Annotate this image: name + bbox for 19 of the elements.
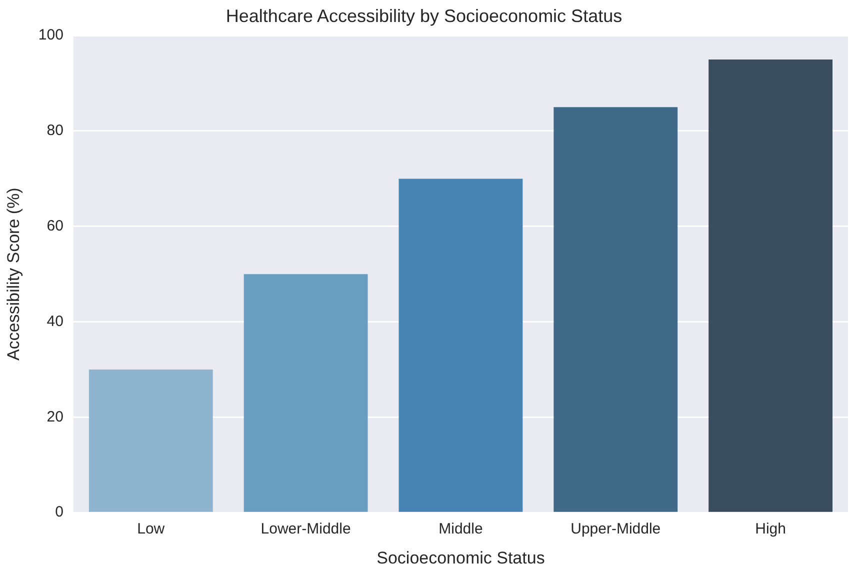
y-tick-label: 0 xyxy=(55,504,64,521)
x-tick-label: High xyxy=(755,520,786,538)
bar xyxy=(708,59,833,512)
x-axis-title: Socioeconomic Status xyxy=(376,548,545,568)
bar xyxy=(398,178,523,512)
y-tick-label: 100 xyxy=(38,26,64,44)
x-tick-label: Lower-Middle xyxy=(260,520,351,538)
x-tick-label: Middle xyxy=(438,520,483,538)
x-tick-label: Low xyxy=(137,520,165,538)
y-tick-label: 60 xyxy=(46,218,64,235)
y-tick-label: 80 xyxy=(46,122,64,140)
y-axis-title: Accessibility Score (%) xyxy=(4,188,23,361)
y-tick-label: 20 xyxy=(46,408,64,426)
chart-title: Healthcare Accessibility by Socioeconomic Status xyxy=(226,6,622,26)
y-tick-label: 40 xyxy=(46,312,64,330)
bar xyxy=(244,274,368,512)
bar xyxy=(554,107,678,512)
x-tick-label: Upper-Middle xyxy=(570,520,661,538)
bar xyxy=(88,370,213,512)
